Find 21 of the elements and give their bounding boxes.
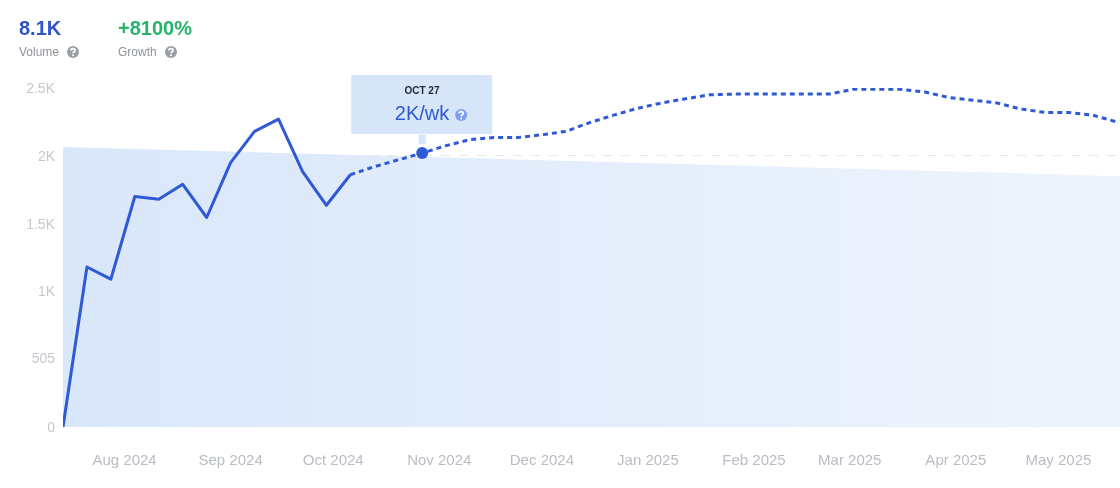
text: +8100% [118, 17, 193, 39]
x-tick-label: Apr 2025 [925, 451, 987, 468]
x-tick-label: Nov 2024 [407, 451, 472, 468]
x-tick-label: Sep 2024 [198, 451, 263, 468]
x-tick-label: Dec 2024 [509, 451, 575, 468]
annotation: OCT 27 2K/wk [394, 85, 451, 124]
text: Volume [19, 45, 60, 59]
y-tick-label: 0 [47, 418, 56, 435]
x-tick-label: Mar 2025 [818, 451, 882, 468]
x-tick-label: May 2025 [1025, 451, 1092, 468]
y-tick-label: 505 [31, 350, 56, 367]
y-tick-label: 1K [37, 283, 56, 300]
y-tick-label: 2K [37, 147, 56, 164]
x-tick-label: Oct 2024 [302, 451, 364, 468]
y-tick-label: 2.5K [26, 79, 56, 96]
x-tick-label: Aug 2024 [92, 451, 157, 468]
x-tick-label: Feb 2025 [722, 451, 786, 468]
text: 8.1K [19, 17, 62, 39]
x-tick-label: Jan 2025 [617, 451, 679, 468]
text: Growth [118, 45, 157, 59]
y-tick-label: 1.5K [26, 215, 56, 232]
